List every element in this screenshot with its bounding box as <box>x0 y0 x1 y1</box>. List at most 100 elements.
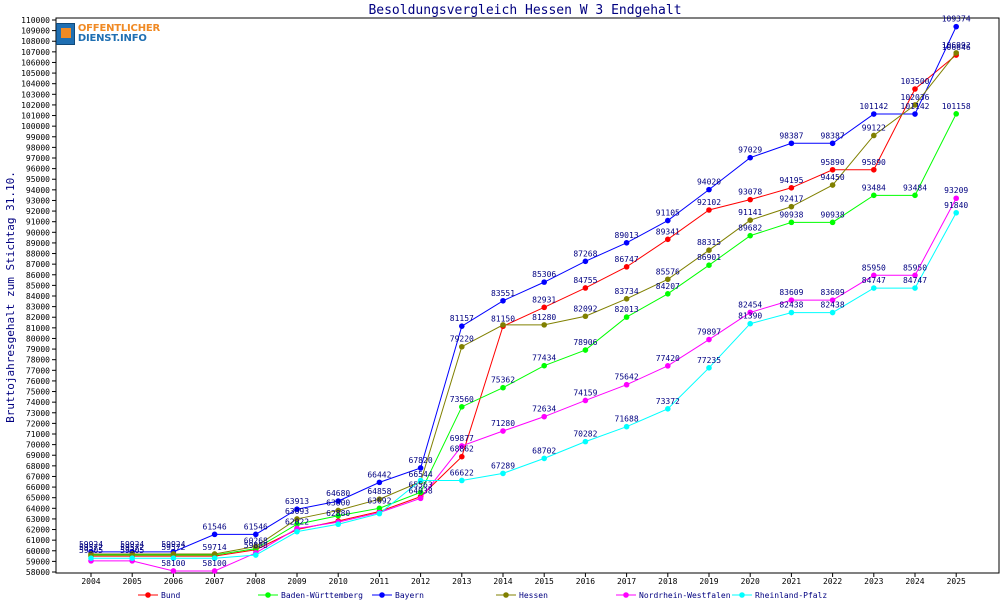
data-point <box>417 489 424 496</box>
data-point <box>376 479 383 486</box>
data-point <box>500 384 506 391</box>
data-point <box>376 505 383 512</box>
y-tick-label: 108000 <box>21 37 50 46</box>
data-point <box>665 217 671 224</box>
legend-label: Hessen <box>519 591 548 600</box>
data-point <box>665 236 671 243</box>
data-label: 93209 <box>944 186 968 195</box>
x-tick-label: 2010 <box>329 577 348 586</box>
y-tick-label: 94000 <box>26 186 50 195</box>
data-point <box>788 184 795 191</box>
data-point <box>541 413 547 420</box>
data-point <box>912 111 918 117</box>
y-tick-label: 96000 <box>26 165 50 174</box>
data-point <box>871 166 877 173</box>
x-tick-label: 2006 <box>164 577 183 586</box>
y-tick-label: 60000 <box>26 547 50 556</box>
logo-mark-icon <box>56 23 75 45</box>
x-tick-label: 2007 <box>205 577 224 586</box>
data-point <box>582 397 589 404</box>
legend-label: Bund <box>161 591 180 600</box>
data-point <box>912 86 918 92</box>
y-tick-label: 75000 <box>26 388 50 397</box>
series-hessen <box>88 50 959 557</box>
x-tick-label: 2004 <box>81 577 100 586</box>
data-point <box>829 166 836 173</box>
data-label: 59572 <box>79 543 103 552</box>
data-point <box>747 320 753 327</box>
data-point <box>582 347 589 353</box>
y-tick-label: 105000 <box>21 69 50 78</box>
data-label: 82092 <box>573 304 597 313</box>
data-label: 81280 <box>532 313 556 322</box>
y-tick-label: 88000 <box>26 250 50 259</box>
data-label: 77420 <box>656 354 680 363</box>
data-label: 63093 <box>285 507 309 516</box>
data-point <box>912 192 918 199</box>
x-tick-label: 2011 <box>370 577 389 586</box>
data-label: 95890 <box>862 158 886 167</box>
x-tick-label: 2020 <box>741 577 760 586</box>
data-point <box>747 232 753 239</box>
data-point <box>912 285 918 291</box>
series-line <box>91 198 957 572</box>
data-label: 102036 <box>901 93 930 102</box>
data-label: 64938 <box>409 486 433 495</box>
y-tick-label: 68000 <box>26 462 50 471</box>
data-label: 89341 <box>656 227 680 236</box>
x-tick-label: 2025 <box>947 577 966 586</box>
data-point <box>211 551 218 557</box>
data-label: 109374 <box>942 15 971 24</box>
data-point <box>500 322 506 328</box>
data-point <box>706 262 712 269</box>
data-point <box>706 365 712 371</box>
data-point <box>376 510 383 517</box>
data-point <box>170 551 177 557</box>
data-point <box>829 309 836 316</box>
y-tick-label: 84000 <box>26 292 50 301</box>
data-label: 75642 <box>615 373 639 382</box>
x-tick-label: 2009 <box>287 577 306 586</box>
data-label: 63692 <box>367 496 391 505</box>
legend-label: Nordrhein-Westfalen <box>639 591 731 600</box>
data-point <box>582 285 589 291</box>
data-point <box>788 203 795 210</box>
data-label: 91105 <box>656 209 680 218</box>
legend-swatch-marker <box>739 592 745 598</box>
data-point <box>253 543 259 550</box>
y-tick-label: 71000 <box>26 430 50 439</box>
data-point <box>417 465 424 471</box>
data-point <box>829 297 836 303</box>
data-point <box>829 182 836 188</box>
data-label: 85306 <box>532 270 556 279</box>
data-point <box>747 196 753 203</box>
data-label: 75362 <box>491 376 515 385</box>
legend-swatch-marker <box>265 592 271 598</box>
data-label: 59924 <box>120 540 144 549</box>
data-point <box>665 406 671 412</box>
y-tick-label: 90000 <box>26 228 50 237</box>
data-label: 66622 <box>450 468 474 477</box>
y-tick-label: 99000 <box>26 133 50 142</box>
data-point <box>871 285 877 291</box>
x-tick-label: 2024 <box>905 577 924 586</box>
y-tick-label: 89000 <box>26 239 50 248</box>
data-label: 85950 <box>862 263 886 272</box>
data-label: 62880 <box>326 509 350 518</box>
data-label: 67289 <box>491 461 515 470</box>
series-rheinland-pfalz <box>88 209 959 561</box>
data-label: 89013 <box>615 231 639 240</box>
y-tick-label: 81000 <box>26 324 50 333</box>
data-label: 87268 <box>573 249 597 258</box>
y-tick-label: 82000 <box>26 313 50 322</box>
data-point <box>88 555 94 561</box>
y-tick-label: 87000 <box>26 260 50 269</box>
data-label: 58100 <box>161 559 185 568</box>
legend-swatch-marker <box>379 592 385 598</box>
data-label: 59572 <box>120 543 144 552</box>
data-point <box>623 296 630 302</box>
data-label: 66442 <box>367 470 391 479</box>
legend-swatch-marker <box>503 592 509 598</box>
legend-swatch-marker <box>623 592 629 598</box>
